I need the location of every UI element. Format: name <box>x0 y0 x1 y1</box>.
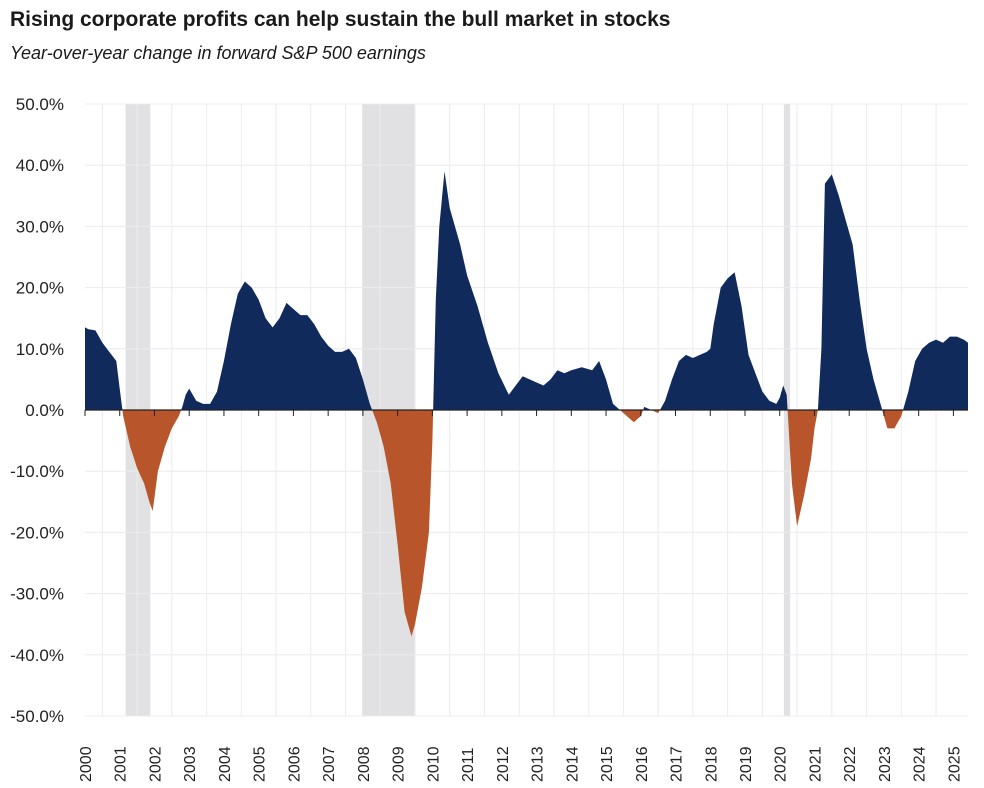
x-tick-label: 2024 <box>912 746 929 782</box>
x-tick-label: 2006 <box>286 746 303 782</box>
x-axis-tick-labels: 2000 2001 2002 2003 2004 2005 2006 2007 2008 2009… <box>78 746 963 782</box>
y-tick-label: -30.0% <box>10 585 64 604</box>
x-tick-label: 2015 <box>599 746 616 782</box>
x-tick-label: 2022 <box>842 746 859 782</box>
y-tick-label: -10.0% <box>10 462 64 481</box>
y-tick-label: -20.0% <box>10 523 64 542</box>
x-tick-label: 2012 <box>495 746 512 782</box>
y-tick-label: -40.0% <box>10 646 64 665</box>
x-tick-label: 2007 <box>321 746 338 782</box>
y-axis-tick-labels: 50.0% 40.0% 30.0% 20.0% 10.0% 0.0% -10.0% -20.0… <box>10 95 64 726</box>
chart-subtitle: Year-over-year change in forward S&P 500… <box>10 43 426 63</box>
y-tick-label: 50.0% <box>16 95 64 114</box>
x-tick-label: 2002 <box>148 746 165 782</box>
x-tick-label: 2020 <box>773 746 790 782</box>
y-tick-label: -50.0% <box>10 707 64 726</box>
chart-title: Rising corporate profits can help sustai… <box>10 8 671 31</box>
x-tick-label: 2016 <box>634 746 651 782</box>
y-tick-label: 30.0% <box>16 217 64 236</box>
x-tick-label: 2014 <box>564 746 581 782</box>
y-tick-label: 10.0% <box>16 340 64 359</box>
x-tick-label: 2017 <box>669 746 686 782</box>
x-tick-label: 2013 <box>530 746 547 782</box>
x-tick-label: 2018 <box>703 746 720 782</box>
area-positive-earnings-growth <box>85 171 968 410</box>
x-tick-label: 2023 <box>877 746 894 782</box>
y-tick-label: 0.0% <box>25 401 64 420</box>
x-tick-label: 2009 <box>391 746 408 782</box>
y-tick-label: 20.0% <box>16 279 64 298</box>
x-tick-label: 2008 <box>356 746 373 782</box>
x-tick-label: 2004 <box>217 746 234 782</box>
x-axis <box>84 409 968 416</box>
x-tick-label: 2021 <box>808 746 825 782</box>
x-tick-label: 2005 <box>252 746 269 782</box>
y-tick-label: 40.0% <box>16 156 64 175</box>
x-tick-label: 2001 <box>113 746 130 782</box>
x-tick-label: 2019 <box>738 746 755 782</box>
x-tick-label: 2003 <box>182 746 199 782</box>
x-tick-label: 2000 <box>78 746 95 782</box>
x-tick-label: 2010 <box>425 746 442 782</box>
x-tick-label: 2011 <box>460 747 477 782</box>
x-tick-label: 2025 <box>946 746 963 782</box>
